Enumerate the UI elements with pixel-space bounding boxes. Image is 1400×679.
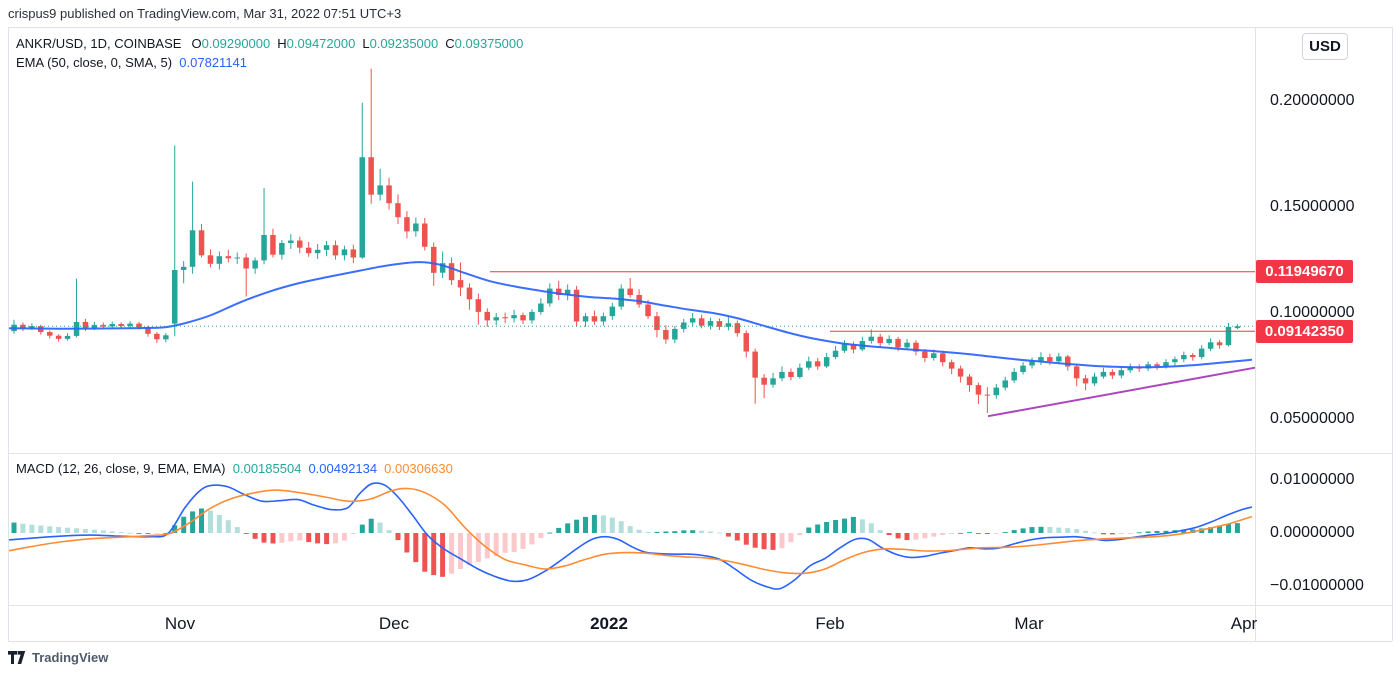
macd-value-2: 0.00306630	[384, 461, 453, 476]
tradingview-icon	[8, 651, 26, 664]
time-label-Feb: Feb	[815, 614, 845, 633]
macd-value-0: 0.00185504	[232, 461, 302, 476]
ascending-trendline[interactable]	[987, 366, 1256, 418]
ohlc-O: O0.09290000	[191, 36, 271, 51]
price-tick-0.20000000: 0.20000000	[1270, 92, 1355, 109]
ema50-line[interactable]	[7, 261, 1253, 369]
price-alert-badge-0: 0.11949670	[1256, 260, 1353, 284]
candles-layer	[11, 68, 1241, 414]
time-label-Nov: Nov	[164, 614, 196, 633]
macd-signal-line	[7, 487, 1253, 575]
ema-legend: EMA (50, close, 0, SMA, 5) 0.07821141	[16, 55, 247, 70]
price-tick-0.15000000: 0.15000000	[1270, 198, 1355, 215]
tradingview-logo[interactable]: TradingView	[8, 650, 108, 665]
time-label-2022: 2022	[590, 614, 628, 633]
macd-line	[7, 482, 1253, 590]
tradingview-wordmark: TradingView	[32, 650, 109, 665]
publish-info-bar: crispus9 published on TradingView.com, M…	[8, 6, 402, 21]
price-tick-0.05000000: 0.05000000	[1270, 410, 1355, 427]
ohlc-H: H0.09472000	[277, 36, 356, 51]
price-alert-badge-1: 0.09142350	[1256, 319, 1353, 343]
symbol-title[interactable]: ANKR/USD, 1D, COINBASE	[16, 36, 182, 51]
macd-lines-layer	[7, 482, 1253, 590]
time-label-Dec: Dec	[378, 614, 410, 633]
macd-tick-0.01000000: 0.01000000	[1270, 471, 1355, 488]
ohlc-values: O0.09290000 H0.09472000 L0.09235000 C0.0937…	[191, 36, 530, 51]
ohlc-L: L0.09235000	[362, 36, 439, 51]
ema-indicator-label[interactable]: EMA (50, close, 0, SMA, 5)	[16, 55, 173, 70]
macd-histogram-layer	[11, 508, 1240, 577]
macd-tick-−0.01000000: −0.01000000	[1270, 577, 1364, 594]
chart-frame	[8, 27, 1393, 642]
time-label-Mar: Mar	[1014, 614, 1044, 633]
macd-values: 0.00185504 0.00492134 0.00306630	[233, 461, 460, 476]
price-tick-0.10000000: 0.10000000	[1270, 304, 1355, 321]
ema-value: 0.07821141	[179, 55, 248, 70]
ohlc-C: C0.09375000	[445, 36, 524, 51]
time-label-Apr: Apr	[1230, 614, 1258, 633]
currency-toggle-button[interactable]: USD	[1302, 33, 1348, 60]
macd-indicator-label[interactable]: MACD (12, 26, close, 9, EMA, EMA)	[16, 461, 226, 476]
main-pane-legend: ANKR/USD, 1D, COINBASE O0.09290000 H0.0947…	[16, 36, 530, 51]
macd-tick-0.00000000: 0.00000000	[1270, 524, 1355, 541]
macd-legend: MACD (12, 26, close, 9, EMA, EMA) 0.0018…	[16, 461, 460, 476]
macd-value-1: 0.00492134	[308, 461, 378, 476]
